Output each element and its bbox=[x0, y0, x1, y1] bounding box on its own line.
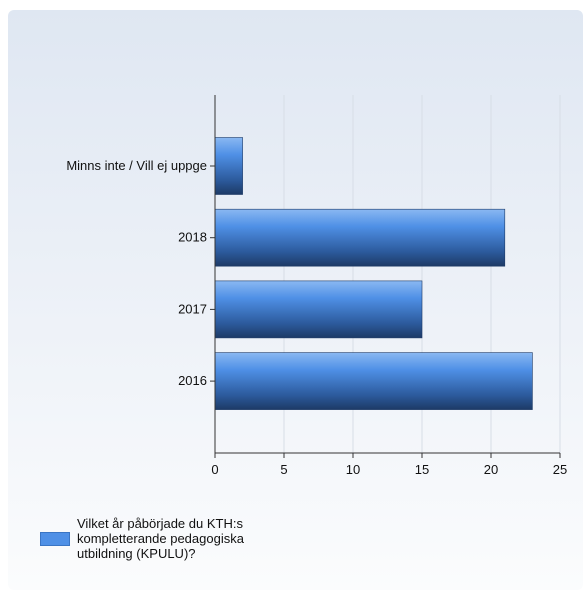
axes bbox=[210, 95, 560, 454]
x-tick-label: 20 bbox=[484, 462, 498, 477]
category-label: 2017 bbox=[178, 301, 207, 316]
bar[interactable] bbox=[214, 137, 243, 195]
category-label: 2018 bbox=[178, 230, 207, 245]
bar-chart: 0 5 10 15 20 25 Minns inte / Vill ej uppge 201… bbox=[66, 95, 567, 477]
bar[interactable] bbox=[214, 280, 423, 339]
category-label: Minns inte / Vill ej uppge bbox=[66, 158, 207, 173]
bar[interactable] bbox=[214, 208, 506, 267]
x-tick-label: 15 bbox=[415, 462, 429, 477]
category-label: 2016 bbox=[178, 373, 207, 388]
x-tick-label: 25 bbox=[553, 462, 567, 477]
x-ticks: 0 5 10 15 20 25 bbox=[211, 453, 567, 477]
x-tick-label: 10 bbox=[346, 462, 360, 477]
legend: Vilket år påbörjade du KTH:s komplettera… bbox=[40, 516, 292, 561]
y-categories: Minns inte / Vill ej uppge 2018 2017 2016 bbox=[66, 158, 207, 388]
bars-group bbox=[214, 137, 533, 410]
legend-swatch bbox=[40, 531, 70, 546]
legend-label: Vilket år påbörjade du KTH:s komplettera… bbox=[77, 516, 244, 561]
bar[interactable] bbox=[214, 352, 533, 410]
x-tick-label: 5 bbox=[280, 462, 287, 477]
x-tick-label: 0 bbox=[211, 462, 218, 477]
